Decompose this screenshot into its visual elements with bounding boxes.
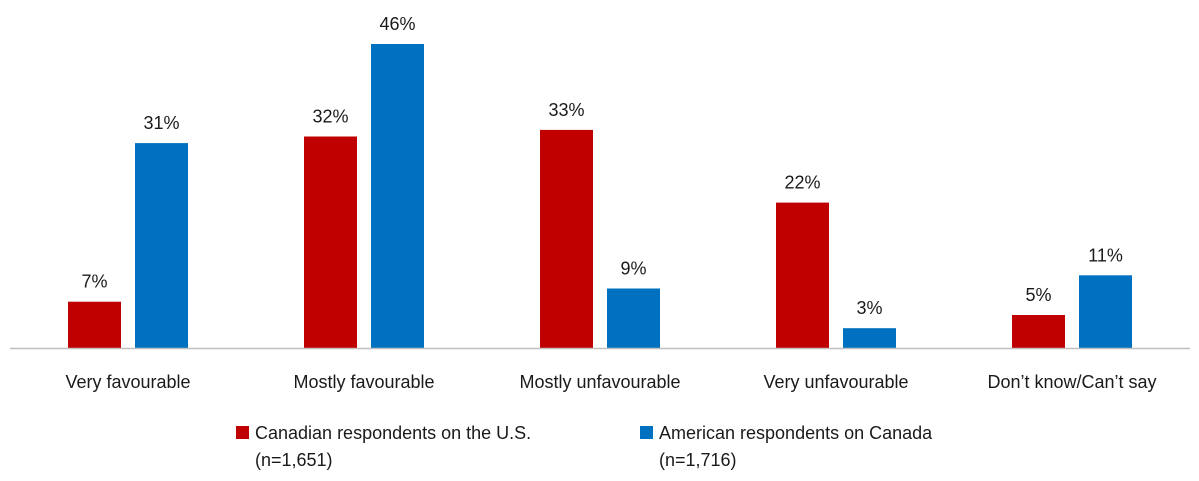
- x-tick-label-2: Mostly unfavourable: [519, 372, 680, 392]
- data-label-american-1: 46%: [379, 14, 415, 34]
- data-label-canadian-4: 5%: [1025, 285, 1051, 305]
- bar-canadian-1: [304, 136, 357, 348]
- bar-american-1: [371, 44, 424, 348]
- legend: Canadian respondents on the U.S. (n=1,651…: [236, 423, 933, 470]
- bars-layer: [68, 44, 1132, 348]
- x-tick-label-4: Don’t know/Can’t say: [987, 372, 1156, 392]
- bar-american-2: [607, 288, 660, 348]
- bar-american-0: [135, 143, 188, 348]
- bar-canadian-3: [776, 202, 829, 348]
- legend-sample-size: (n=1,651): [255, 450, 333, 470]
- legend-label: American respondents on Canada: [659, 423, 933, 443]
- data-label-american-0: 31%: [143, 113, 179, 133]
- legend-label: Canadian respondents on the U.S.: [255, 423, 531, 443]
- bar-canadian-4: [1012, 315, 1065, 348]
- bar-canadian-0: [68, 301, 121, 348]
- legend-item-canadian: Canadian respondents on the U.S. (n=1,651…: [236, 423, 531, 470]
- x-tick-label-1: Mostly favourable: [293, 372, 434, 392]
- x-tick-label-0: Very favourable: [65, 372, 190, 392]
- data-label-canadian-0: 7%: [81, 272, 107, 292]
- data-label-canadian-2: 33%: [548, 100, 584, 120]
- x-tick-label-3: Very unfavourable: [763, 372, 908, 392]
- data-label-canadian-1: 32%: [312, 107, 348, 127]
- data-label-american-4: 11%: [1088, 245, 1123, 265]
- bar-american-3: [843, 328, 896, 348]
- legend-sample-size: (n=1,716): [659, 450, 737, 470]
- data-label-american-2: 9%: [620, 259, 646, 279]
- data-label-canadian-3: 22%: [784, 173, 820, 193]
- legend-item-american: American respondents on Canada (n=1,716): [640, 423, 933, 470]
- bar-canadian-2: [540, 129, 593, 348]
- data-label-american-3: 3%: [856, 298, 882, 318]
- x-tick-labels: Very favourable Mostly favourable Mostly u…: [65, 372, 1156, 392]
- legend-swatch: [236, 426, 249, 439]
- data-labels-layer: 7% 31% 32% 46% 33% 9% 22% 3% 5% 11%: [81, 14, 1122, 318]
- legend-swatch: [640, 426, 653, 439]
- bar-american-4: [1079, 275, 1132, 348]
